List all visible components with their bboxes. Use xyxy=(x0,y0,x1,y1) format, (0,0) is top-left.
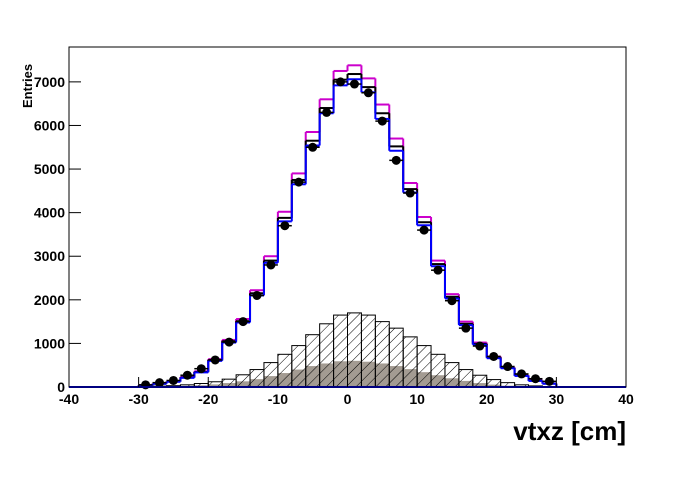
bar xyxy=(264,363,278,387)
data-point xyxy=(308,143,317,152)
data-point xyxy=(531,374,540,383)
data-point xyxy=(489,352,498,361)
data-point xyxy=(447,296,456,305)
bar xyxy=(236,375,250,387)
bar xyxy=(222,379,236,387)
bar xyxy=(320,324,334,387)
y-axis-title: Entries xyxy=(20,64,35,108)
bar xyxy=(403,337,417,387)
bar xyxy=(487,380,501,387)
x-tick-label: 20 xyxy=(479,391,495,407)
x-tick-label: -40 xyxy=(59,391,79,407)
bar xyxy=(473,375,487,387)
data-point xyxy=(225,338,234,347)
bar xyxy=(375,322,389,387)
data-point xyxy=(503,362,512,371)
data-point xyxy=(378,117,387,126)
data-point xyxy=(475,342,484,351)
bar xyxy=(292,346,306,387)
x-axis-title: vtxz [cm] xyxy=(513,416,626,446)
bar xyxy=(278,354,292,387)
x-tick-label: 10 xyxy=(409,391,425,407)
data-point xyxy=(197,364,206,373)
data-point xyxy=(461,324,470,333)
data-point xyxy=(406,189,415,198)
data-point xyxy=(266,260,275,269)
data-point xyxy=(155,378,164,387)
x-tick-label: -30 xyxy=(129,391,149,407)
data-point xyxy=(239,317,248,326)
data-point xyxy=(169,376,178,385)
y-tick-label: 1000 xyxy=(34,335,65,351)
x-tick-label: 40 xyxy=(618,391,634,407)
data-point xyxy=(364,88,373,97)
bar xyxy=(389,328,403,387)
bar xyxy=(348,313,362,387)
bar xyxy=(417,346,431,387)
data-point xyxy=(280,221,289,230)
data-point xyxy=(211,355,220,364)
data-point xyxy=(322,108,331,117)
x-tick-label: -10 xyxy=(268,391,288,407)
bar xyxy=(250,370,264,387)
data-point xyxy=(336,77,345,86)
bar xyxy=(306,335,320,387)
bar xyxy=(431,354,445,387)
bar xyxy=(334,315,348,387)
data-point xyxy=(294,178,303,187)
data-point xyxy=(420,226,429,235)
y-tick-label: 4000 xyxy=(34,205,65,221)
data-point xyxy=(183,371,192,380)
y-tick-label: 6000 xyxy=(34,117,65,133)
x-tick-label: 0 xyxy=(344,391,352,407)
bar xyxy=(361,315,375,387)
bar xyxy=(459,370,473,387)
x-tick-label: 30 xyxy=(549,391,565,407)
data-point xyxy=(517,369,526,378)
x-tick-label: -20 xyxy=(198,391,218,407)
y-tick-label: 3000 xyxy=(34,248,65,264)
data-point xyxy=(392,156,401,165)
data-point xyxy=(350,80,359,89)
y-tick-label: 7000 xyxy=(34,74,65,90)
bar xyxy=(445,363,459,387)
data-point xyxy=(252,291,261,300)
data-point xyxy=(545,377,554,386)
y-tick-label: 5000 xyxy=(34,161,65,177)
y-tick-label: 2000 xyxy=(34,292,65,308)
data-point xyxy=(434,266,443,275)
